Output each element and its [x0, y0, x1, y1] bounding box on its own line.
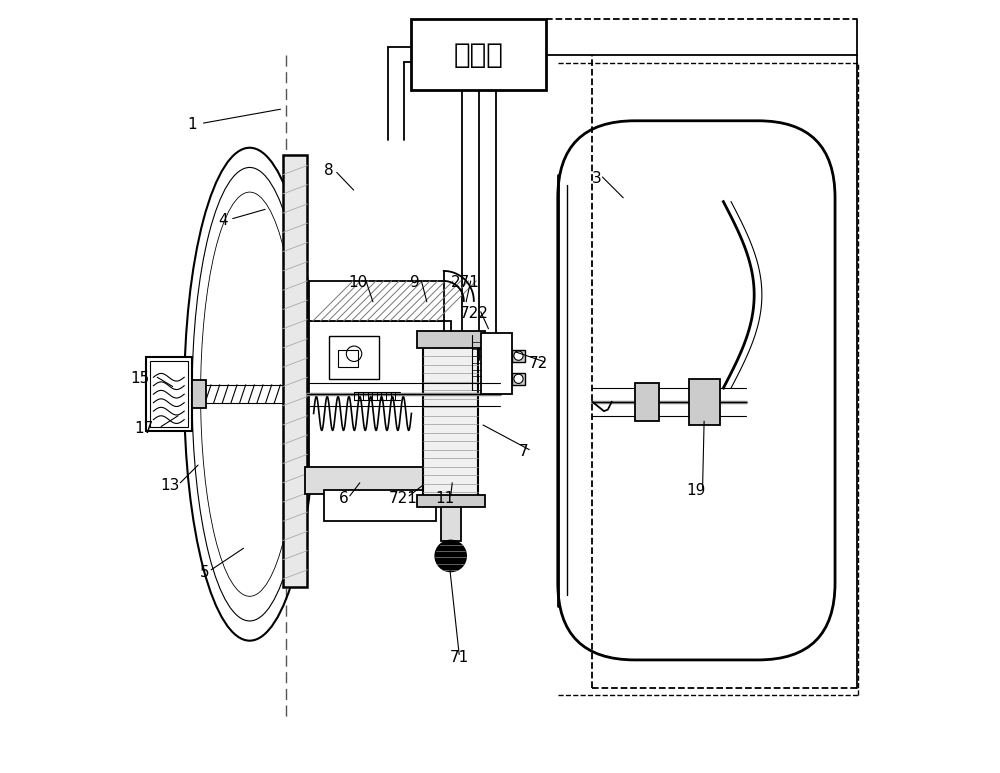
Bar: [411, 19, 546, 90]
Bar: [283, 155, 307, 587]
Bar: [689, 379, 720, 425]
Text: 13: 13: [161, 478, 180, 492]
Bar: [441, 503, 461, 540]
Bar: [324, 491, 436, 521]
Bar: [309, 321, 451, 472]
Bar: [417, 495, 485, 507]
Text: 15: 15: [130, 371, 149, 386]
Bar: [481, 332, 512, 394]
Text: 6: 6: [339, 491, 349, 506]
Text: 71: 71: [450, 650, 469, 665]
Bar: [305, 468, 455, 494]
Bar: [512, 349, 525, 362]
Text: 722: 722: [460, 306, 489, 321]
Text: 7: 7: [518, 444, 528, 459]
Bar: [635, 383, 659, 421]
Circle shape: [514, 351, 523, 360]
Bar: [512, 373, 525, 385]
Text: 5: 5: [200, 565, 210, 581]
Text: 9: 9: [410, 275, 420, 290]
Text: 4: 4: [218, 213, 228, 228]
Bar: [150, 361, 188, 427]
Circle shape: [514, 374, 523, 383]
Bar: [309, 281, 444, 321]
Bar: [146, 357, 192, 431]
Text: 271: 271: [451, 275, 480, 290]
Text: 721: 721: [389, 491, 417, 506]
Text: 8: 8: [324, 163, 334, 179]
Text: 17: 17: [135, 421, 154, 437]
Text: 11: 11: [435, 491, 454, 506]
Bar: [329, 336, 379, 379]
Text: 控制板: 控制板: [454, 40, 504, 69]
Bar: [192, 380, 206, 408]
Bar: [338, 350, 358, 367]
Bar: [423, 344, 478, 498]
Text: 1: 1: [187, 117, 197, 132]
Text: 3: 3: [591, 171, 601, 186]
Text: 19: 19: [687, 483, 706, 498]
Circle shape: [435, 540, 466, 571]
Text: 10: 10: [348, 275, 367, 290]
Bar: [417, 331, 485, 348]
Text: 72: 72: [529, 356, 548, 371]
